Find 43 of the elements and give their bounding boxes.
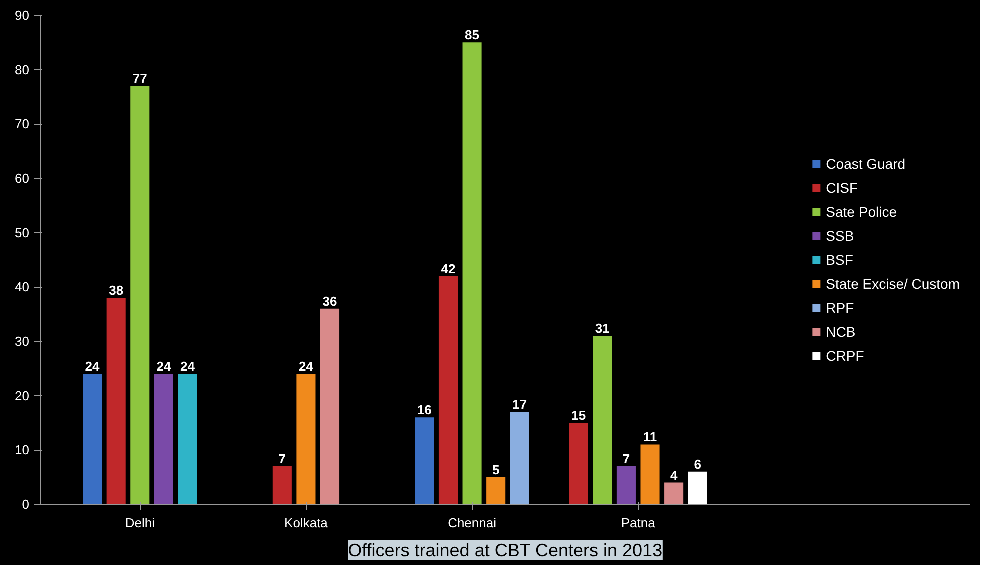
y-tick-label: 40 xyxy=(15,280,30,295)
y-tick-label: 10 xyxy=(15,442,30,458)
data-label: 15 xyxy=(572,408,586,423)
data-label: 85 xyxy=(465,28,480,43)
legend-label: Sate Police xyxy=(826,204,897,220)
legend-label: NCB xyxy=(826,324,856,340)
legend-label: Coast Guard xyxy=(826,156,906,172)
data-label: 24 xyxy=(85,359,101,374)
legend-label: CRPF xyxy=(826,348,864,364)
y-tick-label: 60 xyxy=(15,171,30,186)
legend-label: BSF xyxy=(826,252,854,268)
y-tick-label: 0 xyxy=(22,497,30,512)
x-tick-label: Chennai xyxy=(448,516,497,530)
legend-label: SSB xyxy=(826,228,854,244)
data-label: 31 xyxy=(595,321,610,336)
data-label: 7 xyxy=(278,451,286,466)
data-label: 24 xyxy=(298,359,314,374)
y-tick-label: 30 xyxy=(15,334,30,349)
data-label: 24 xyxy=(156,359,172,374)
y-tick-label: 80 xyxy=(15,62,30,78)
legend-label: CISF xyxy=(826,180,858,196)
legend-label: State Excise/ Custom xyxy=(826,276,960,292)
data-label: 42 xyxy=(441,261,456,276)
data-label: 16 xyxy=(417,402,432,418)
x-tick-label: Kolkata xyxy=(284,516,329,530)
text: Officers trained at CBT Centers in 2013 xyxy=(348,540,663,560)
y-tick-label: 50 xyxy=(15,225,30,240)
data-label: 11 xyxy=(643,430,658,445)
data-label: 77 xyxy=(132,71,148,86)
data-label: 4 xyxy=(670,468,678,483)
data-label: 7 xyxy=(622,451,630,466)
data-label: 24 xyxy=(180,359,196,374)
data-label: 38 xyxy=(109,283,124,298)
y-tick-label: 70 xyxy=(15,116,30,132)
legend-label: RPF xyxy=(826,300,854,316)
x-tick-label: Delhi xyxy=(125,516,156,530)
data-label: 5 xyxy=(492,462,500,478)
data-label: 17 xyxy=(512,397,528,412)
y-tick-label: 90 xyxy=(15,8,30,23)
data-label: 36 xyxy=(322,294,338,309)
data-label: 6 xyxy=(694,456,702,472)
y-tick-label: 20 xyxy=(15,388,30,404)
x-tick-label: Patna xyxy=(621,516,656,530)
